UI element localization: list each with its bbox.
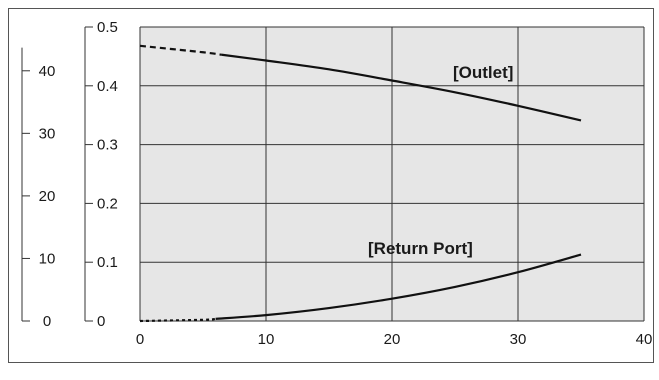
series-label: [Outlet]	[453, 63, 513, 82]
x-tick-label: 30	[510, 331, 527, 348]
primary-y-tick-label: 0.4	[97, 78, 118, 95]
primary-y-tick-label: 0.2	[97, 195, 118, 212]
secondary-y-tick-label: 10	[39, 250, 56, 267]
x-tick-label: 0	[136, 331, 144, 348]
secondary-y-tick-label: 30	[39, 125, 56, 142]
primary-y-tick-label: 0.5	[97, 19, 118, 36]
primary-y-tick-label: 0.1	[97, 254, 118, 271]
series-line	[215, 253, 582, 320]
secondary-y-tick-label: 0	[43, 313, 51, 330]
primary-y-tick-label: 0	[97, 313, 105, 330]
series-line-dashed	[139, 44, 223, 56]
x-tick-label: 40	[636, 331, 653, 348]
secondary-y-tick-label: 20	[39, 188, 56, 205]
series-line-dashed	[139, 317, 216, 323]
secondary-y-tick-label: 40	[39, 63, 56, 80]
primary-y-tick-label: 0.3	[97, 137, 118, 154]
x-tick-label: 10	[258, 331, 275, 348]
series-label: [Return Port]	[368, 239, 473, 258]
x-tick-label: 20	[384, 331, 401, 348]
series-line	[221, 53, 582, 122]
